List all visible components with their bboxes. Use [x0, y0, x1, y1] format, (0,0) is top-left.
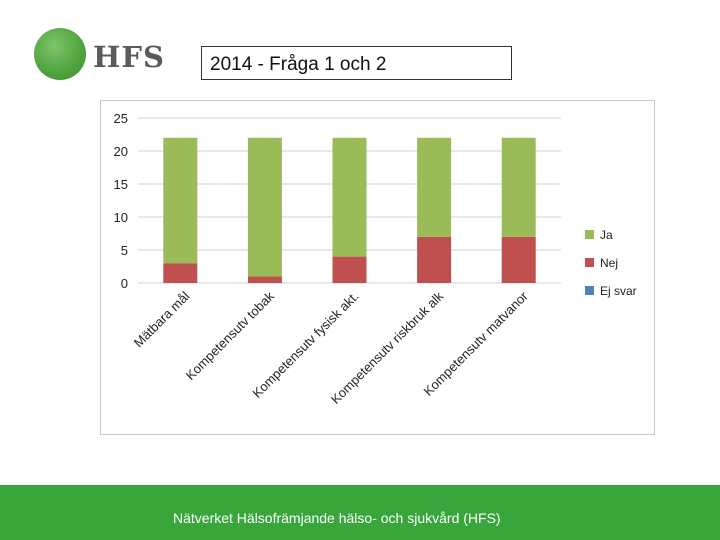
- chart-frame: 0 5 10 15 20 25 Mätbara mål Kompetensutv tobak K…: [100, 100, 655, 435]
- bar-nej: [332, 256, 367, 283]
- legend-label: Ej svar: [600, 284, 637, 298]
- bar-ja: [501, 137, 536, 237]
- x-tick-label: Kompetensutv tobak: [183, 288, 278, 383]
- logo-circle: [34, 28, 86, 80]
- y-tick-label: 10: [114, 210, 128, 225]
- x-tick-label: Mätbara mål: [131, 288, 193, 350]
- legend-label: Ja: [600, 228, 613, 242]
- bar-ja: [417, 137, 452, 237]
- legend-swatch: [585, 286, 594, 295]
- footer-text: Nätverket Hälsofrämjande hälso- och sjuk…: [173, 510, 501, 526]
- legend-swatch: [585, 258, 594, 267]
- slide-title: 2014 - Fråga 1 och 2: [201, 46, 512, 80]
- bar-ja: [163, 137, 198, 264]
- bar-ja: [247, 137, 282, 277]
- bar-nej: [501, 236, 536, 283]
- logo-text: HFS: [93, 40, 165, 74]
- bar-nej: [417, 236, 452, 283]
- y-tick-label: 15: [114, 177, 128, 192]
- footer-bar: Nätverket Hälsofrämjande hälso- och sjuk…: [0, 485, 720, 540]
- legend-label: Nej: [600, 256, 618, 270]
- bar-ja: [332, 137, 367, 257]
- bar-nej: [247, 276, 282, 283]
- y-tick-label: 25: [114, 111, 128, 126]
- bar-nej: [163, 263, 198, 283]
- y-tick-label: 5: [121, 243, 128, 258]
- y-tick-label: 0: [121, 276, 128, 291]
- legend-swatch: [585, 230, 594, 239]
- y-tick-label: 20: [114, 144, 128, 159]
